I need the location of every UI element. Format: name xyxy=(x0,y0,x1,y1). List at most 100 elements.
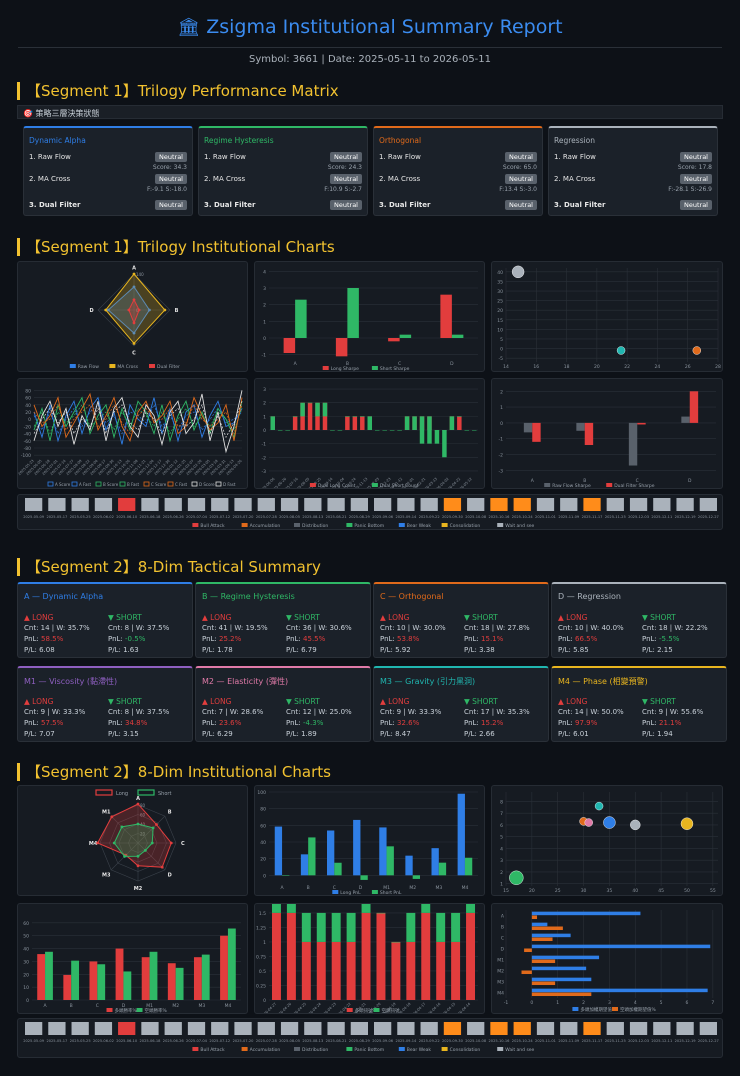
section-title-4: 【Segment 2】8-Dim Institutional Charts xyxy=(17,763,331,781)
y-tick-label: -2 xyxy=(262,455,267,461)
legend-label: Bear Weak xyxy=(407,1047,432,1053)
x-tick-label: 2025-05-17 xyxy=(46,515,67,519)
legend-label: MA Cross xyxy=(117,364,138,370)
radar-axis-label: B xyxy=(168,809,172,815)
bar xyxy=(419,416,425,444)
regime-cell xyxy=(513,1022,531,1035)
bar xyxy=(63,974,72,1000)
matrix-score: Score: 34.3 xyxy=(152,164,187,171)
section-title-1: 【Segment 1】Trilogy Performance Matrix xyxy=(17,82,339,100)
legend-swatch xyxy=(241,523,248,527)
x-tick-label: A xyxy=(44,1003,48,1009)
tactical-short-pnl: 21.1% xyxy=(659,719,682,727)
radar-axis-label: D xyxy=(168,873,172,879)
bar xyxy=(466,912,476,1000)
tactical-short-pnl: 15.2% xyxy=(481,719,504,727)
regime-cell xyxy=(118,498,136,511)
scatter-chart-2-panel: 1 2 3 4 5 6 7 8 15 20 25 30 35 40 45 50 55 xyxy=(491,785,723,896)
regime-cell xyxy=(304,1022,322,1035)
tactical-long-label: ▲ LONG xyxy=(380,613,410,622)
y-tick-label: 1 xyxy=(500,405,503,411)
x-tick-label: 2025-11-25 xyxy=(605,515,626,519)
bar xyxy=(457,793,465,876)
radar-point xyxy=(96,841,100,845)
tactical-short-column: ▼ SHORT Cnt: 18 | W: 27.8% PnL: 15.1% P/… xyxy=(464,612,544,656)
matrix-row: 1. Raw Flow Neutral xyxy=(204,152,362,162)
matrix-row: 3. Dual Filter Neutral xyxy=(29,200,187,210)
legend-swatch xyxy=(119,481,126,487)
legend-swatch xyxy=(497,1047,504,1051)
matrix-row-label: 1. Raw Flow xyxy=(204,153,246,161)
x-tick-label: M3 xyxy=(198,1003,205,1009)
legend-label: 空頭加權期望值% xyxy=(620,1006,656,1013)
scatter-chart-1: -5 0 5 10 15 20 25 30 35 40 14 16 18 20 22 24 26 28 xyxy=(497,265,721,370)
tactical-short-pf: P/L: 1.94 xyxy=(642,730,673,738)
matrix-card-title: Regression xyxy=(554,136,596,145)
x-tick-label: 2026-04-21 xyxy=(350,1002,367,1014)
bar xyxy=(531,933,571,938)
radar-axis-label: C xyxy=(132,350,136,356)
radar-point xyxy=(136,802,140,806)
bar xyxy=(331,941,341,1000)
x-tick-label: 2025-10-08 xyxy=(465,515,487,519)
bar xyxy=(286,912,296,1000)
bar xyxy=(532,422,541,442)
matrix-row-label: 2. MA Cross xyxy=(204,175,246,183)
tactical-short-pnl: 45.5% xyxy=(303,635,326,643)
bar xyxy=(440,294,452,338)
legend-swatch xyxy=(398,1047,405,1051)
y-tick-label: 4 xyxy=(263,269,266,275)
bar xyxy=(451,941,461,1000)
matrix-row-label: 3. Dual Filter xyxy=(29,201,81,209)
bar xyxy=(438,862,447,876)
bar xyxy=(292,416,298,430)
bar xyxy=(576,422,585,431)
regime-cell xyxy=(350,498,368,511)
radar-axis-label: M4 xyxy=(89,841,98,847)
bar xyxy=(227,928,236,1000)
y-tick-label: 5 xyxy=(500,337,503,343)
x-tick-label: 2026-04-02 xyxy=(432,477,449,489)
regime-cell xyxy=(676,1022,694,1035)
regime-cell xyxy=(606,498,624,511)
x-tick-label: 2025-12-27 xyxy=(698,1039,719,1043)
y-tick-label: 15 xyxy=(497,318,503,324)
y-tick-label: 2 xyxy=(500,389,503,395)
dual-count-chart: -3 -2 -1 0 1 2 3 2025-06-062025-06-262025-07-16… xyxy=(258,387,478,489)
tactical-long-pf: P/L: 7.07 xyxy=(24,730,55,738)
tactical-short-label: ▼ SHORT xyxy=(108,613,142,622)
regime-cell xyxy=(536,1022,555,1035)
x-tick-label: 2026-04-26 xyxy=(275,1002,292,1014)
tactical-short-pf: P/L: 6.79 xyxy=(286,646,317,654)
page-title-text: Zsigma Institutional Summary Report xyxy=(206,16,563,38)
matrix-row-label: 3. Dual Filter xyxy=(204,201,256,209)
tactical-short-column: ▼ SHORT Cnt: 12 | W: 25.0% PnL: -4.3% P/… xyxy=(286,696,366,740)
y-tick-label: -20 xyxy=(24,424,31,430)
pnl-bar-chart: 0 20 40 60 80 100 A B C D M1 M2 M3 M4 Long PnL Short Pn… xyxy=(257,790,478,895)
x-tick-label: 2026-02-01 xyxy=(398,477,415,489)
bar xyxy=(361,904,371,913)
strategy-strip: 🎯 策略三層決策狀態 xyxy=(17,105,723,119)
radar-spoke xyxy=(137,815,166,844)
bar xyxy=(531,911,641,916)
matrix-row-label: 3. Dual Filter xyxy=(554,201,606,209)
bar xyxy=(412,875,421,879)
bar xyxy=(389,430,395,431)
x-tick-label: 18 xyxy=(564,364,570,370)
x-tick-label: 55 xyxy=(710,888,716,894)
scatter-point xyxy=(680,817,694,830)
bar xyxy=(345,416,350,430)
radar-point xyxy=(148,308,151,312)
radar-point xyxy=(163,308,167,312)
bar xyxy=(457,416,462,430)
status-badge: Neutral xyxy=(330,200,362,210)
bar xyxy=(322,402,328,430)
x-tick-label: 2025-07-04 xyxy=(186,1039,208,1043)
matrix-card: Orthogonal 1. Raw Flow Neutral 2. MA Cross N… xyxy=(373,126,543,216)
matrix-card-title: Orthogonal xyxy=(379,136,422,145)
regime-cell xyxy=(583,498,601,511)
bar xyxy=(282,875,290,876)
legend-swatch xyxy=(322,366,329,370)
regime-cell xyxy=(48,498,66,511)
